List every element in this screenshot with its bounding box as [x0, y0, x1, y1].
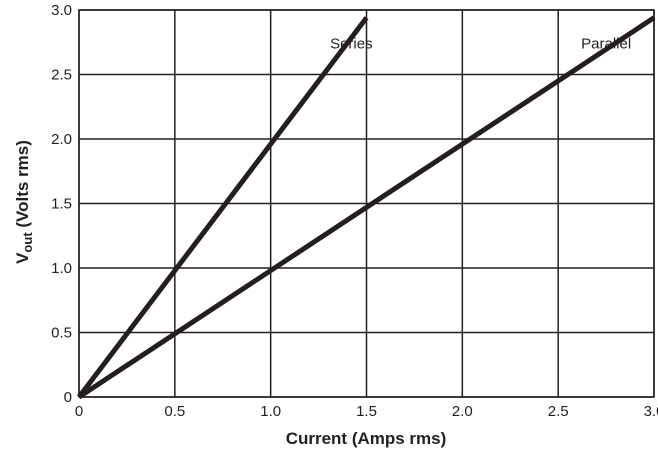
x-tick-labels: 0 0.5 1.0 1.5 2.0 2.5 3.0: [75, 403, 658, 420]
y-tick-labels: 0 0.5 1.0 1.5 2.0 2.5 3.0: [51, 2, 72, 406]
y-tick-label: 2.0: [51, 131, 72, 148]
x-tick-label: 1.5: [356, 403, 377, 420]
series-lines: [77, 15, 656, 400]
y-axis-title-main: V: [13, 252, 32, 264]
y-tick-label: 0.5: [51, 325, 72, 342]
y-axis-title: Vout (Volts rms): [13, 140, 35, 264]
x-tick-label: 1.0: [260, 403, 281, 420]
y-axis-title-rest: (Volts rms): [13, 140, 32, 232]
series-line-parallel: [77, 15, 656, 400]
y-tick-label: 2.5: [51, 67, 72, 84]
x-tick-label: 2.0: [452, 403, 473, 420]
y-tick-label: 1.0: [51, 260, 72, 277]
y-tick-label: 0: [64, 389, 72, 406]
series-label-series: Series: [330, 36, 373, 53]
x-tick-label: 3.0: [644, 403, 658, 420]
series-annotations: Series Parallel: [330, 36, 631, 53]
y-axis-title-subscript: out: [20, 232, 35, 253]
y-tick-label: 3.0: [51, 2, 72, 19]
x-tick-label: 0: [75, 403, 83, 420]
y-tick-label: 1.5: [51, 196, 72, 213]
plot-area-frame: [78, 9, 655, 398]
x-tick-label: 0.5: [164, 403, 185, 420]
x-axis-title: Current (Amps rms): [286, 429, 447, 448]
series-label-parallel: Parallel: [581, 36, 631, 53]
series-line-series: [77, 16, 369, 399]
x-tick-label: 2.5: [548, 403, 569, 420]
